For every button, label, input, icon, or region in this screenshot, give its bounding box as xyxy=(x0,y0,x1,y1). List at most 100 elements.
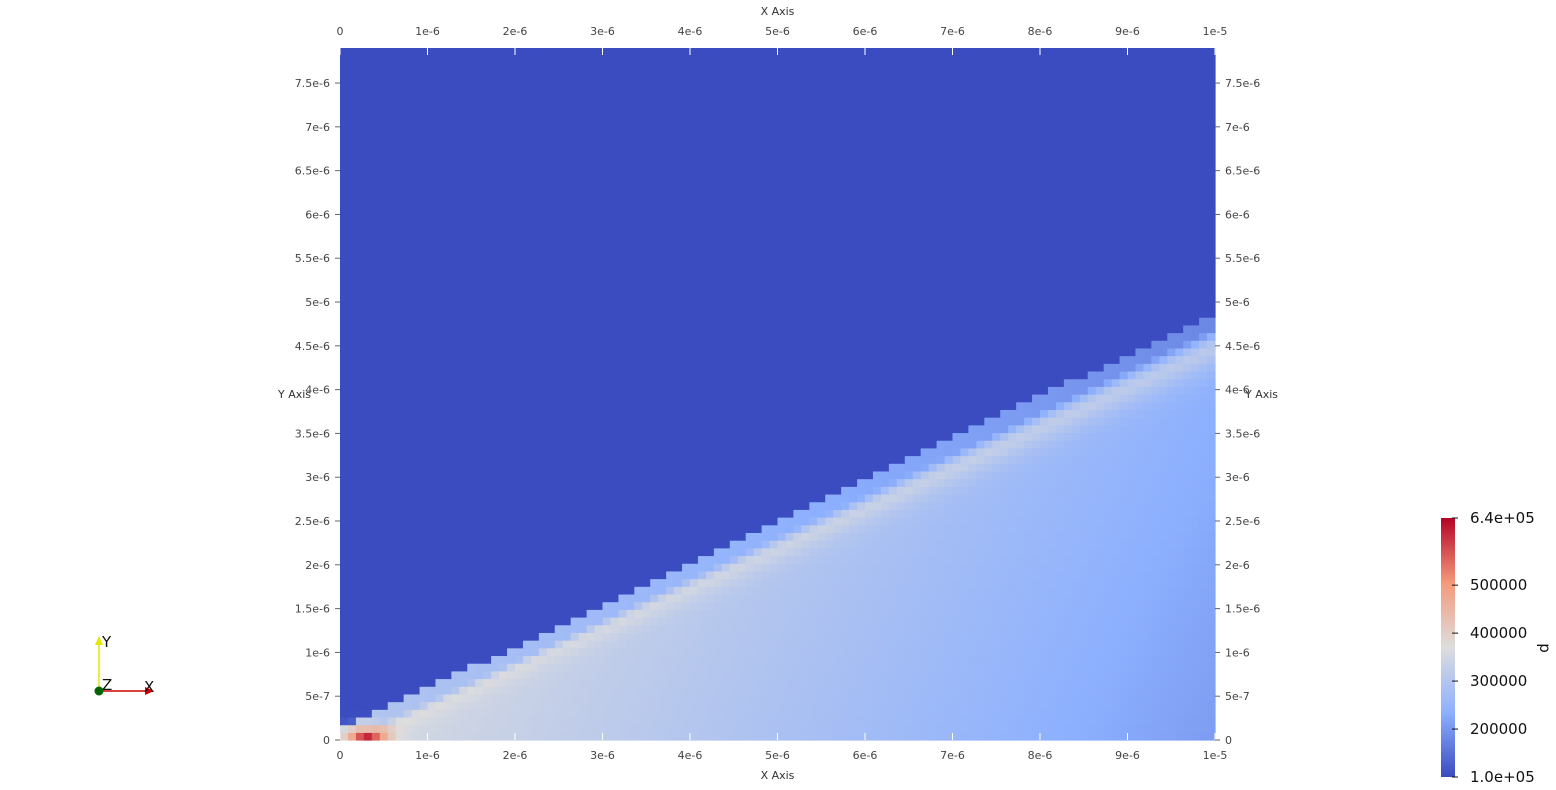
heatmap-cell xyxy=(403,640,413,649)
heatmap-cell xyxy=(586,593,596,603)
heatmap-cell xyxy=(570,655,580,664)
heatmap-cell xyxy=(419,616,429,626)
heatmap-cell xyxy=(1063,693,1073,703)
heatmap-cell xyxy=(538,701,548,710)
heatmap-cell xyxy=(705,417,715,426)
heatmap-cell xyxy=(419,478,429,487)
heatmap-cell xyxy=(944,578,954,587)
heatmap-cell xyxy=(865,455,874,464)
heatmap-cell xyxy=(411,570,421,580)
heatmap-cell xyxy=(1095,724,1105,733)
heatmap-cell xyxy=(674,409,683,418)
heatmap-cell xyxy=(920,686,930,695)
heatmap-cell xyxy=(499,386,508,395)
heatmap-cell xyxy=(785,632,794,641)
heatmap-cell xyxy=(634,570,643,580)
heatmap-cell xyxy=(944,417,954,426)
heatmap-cell xyxy=(515,563,524,572)
heatmap-cell xyxy=(435,640,444,649)
heatmap-cell xyxy=(833,563,842,572)
heatmap-cell xyxy=(888,555,898,564)
heatmap-cell xyxy=(634,478,643,487)
heatmap-cell xyxy=(960,517,969,526)
heatmap-cell xyxy=(825,478,834,487)
heatmap-cell xyxy=(928,663,938,672)
heatmap-cell xyxy=(1207,463,1216,472)
heatmap-cell xyxy=(697,478,707,487)
heatmap-cell xyxy=(1047,394,1057,403)
heatmap-cell xyxy=(904,678,914,687)
heatmap-cell xyxy=(920,401,930,410)
heatmap-cell xyxy=(737,647,747,657)
heatmap-cell xyxy=(1167,509,1176,518)
heatmap-cell xyxy=(1143,570,1152,580)
heatmap-cell xyxy=(451,724,460,733)
heatmap-cell xyxy=(546,640,556,649)
heatmap-cell xyxy=(363,432,373,441)
heatmap-cell xyxy=(920,470,930,480)
heatmap-cell xyxy=(1071,670,1081,680)
heatmap-cell xyxy=(777,424,787,434)
heatmap-cell xyxy=(912,640,922,649)
heatmap-cell xyxy=(928,609,938,618)
heatmap-cell xyxy=(1183,455,1192,464)
heatmap-cell xyxy=(1191,409,1200,418)
heatmap-cell xyxy=(849,601,858,610)
heatmap-cell xyxy=(363,447,373,457)
heatmap-cell xyxy=(602,601,612,610)
heatmap-cell xyxy=(857,447,866,457)
heatmap-cell xyxy=(419,424,429,434)
heatmap-cell xyxy=(793,716,802,726)
heatmap-cell xyxy=(562,401,572,410)
heatmap-cell xyxy=(960,478,969,487)
heatmap-cell xyxy=(968,417,977,426)
heatmap-cell xyxy=(522,601,532,610)
heatmap-cell xyxy=(1071,470,1081,480)
heatmap-cell xyxy=(403,601,413,610)
heatmap-cell xyxy=(697,440,707,449)
heatmap-cell xyxy=(1111,624,1121,633)
heatmap-cell xyxy=(594,693,604,703)
heatmap-cell xyxy=(1135,586,1144,595)
heatmap-cell xyxy=(1016,524,1025,533)
heatmap-cell xyxy=(618,670,627,680)
heatmap-cell xyxy=(976,470,985,480)
heatmap-cell xyxy=(499,417,508,426)
heatmap-cell xyxy=(1159,493,1168,503)
heatmap-cell xyxy=(1079,616,1089,626)
heatmap-cell xyxy=(1095,686,1105,695)
heatmap-cell xyxy=(554,663,564,672)
heatmap-cell xyxy=(841,547,850,557)
heatmap-cell xyxy=(857,732,866,741)
heatmap-cell xyxy=(1071,440,1081,449)
heatmap-cell xyxy=(666,578,675,587)
heatmap-cell xyxy=(1151,532,1160,541)
heatmap-cell xyxy=(1095,563,1105,572)
heatmap-cell xyxy=(483,501,492,510)
heatmap-cell xyxy=(419,463,429,472)
heatmap-cell xyxy=(872,463,882,472)
heatmap-cell xyxy=(666,394,675,403)
heatmap-cell xyxy=(817,578,826,587)
heatmap-cell xyxy=(1071,463,1081,472)
heatmap-cell xyxy=(435,586,444,595)
heatmap-cell xyxy=(451,447,460,457)
heatmap-cell xyxy=(363,555,373,564)
heatmap-cell xyxy=(538,570,548,580)
heatmap-cell xyxy=(586,432,596,441)
heatmap-cell xyxy=(1151,547,1160,557)
heatmap-cell xyxy=(451,517,460,526)
heatmap-cell xyxy=(562,716,572,726)
heatmap-cell xyxy=(666,532,675,541)
heatmap-cell xyxy=(586,501,596,510)
heatmap-cell xyxy=(427,609,437,618)
heatmap-cell xyxy=(1071,563,1081,572)
heatmap-cell xyxy=(546,547,556,557)
heatmap-cell xyxy=(554,424,564,434)
heatmap-cell xyxy=(515,701,524,710)
heatmap-cell xyxy=(920,501,930,510)
heatmap-cell xyxy=(1191,655,1200,664)
heatmap-cell xyxy=(395,632,405,641)
heatmap-cell xyxy=(634,701,643,710)
